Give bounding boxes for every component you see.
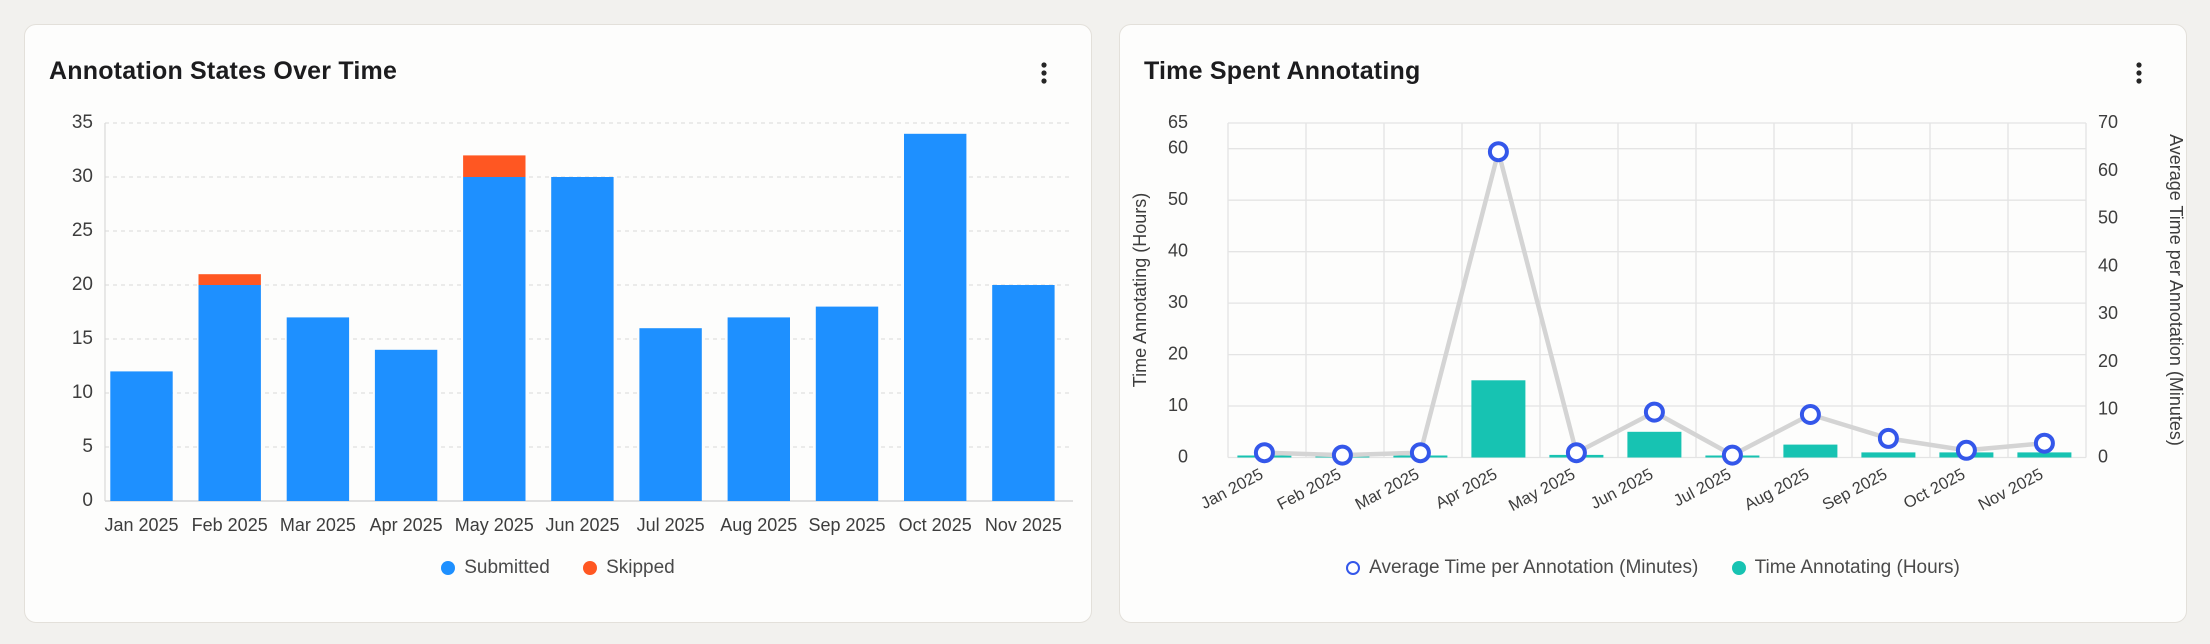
svg-text:20: 20	[72, 274, 93, 295]
svg-text:Mar 2025: Mar 2025	[1352, 465, 1422, 514]
svg-text:5: 5	[82, 436, 93, 457]
svg-text:Jan 2025: Jan 2025	[104, 515, 178, 535]
svg-text:30: 30	[72, 166, 93, 187]
svg-text:Apr 2025: Apr 2025	[1433, 465, 1501, 512]
svg-text:10: 10	[1168, 395, 1188, 415]
svg-text:0: 0	[82, 490, 93, 511]
svg-text:Sep 2025: Sep 2025	[808, 515, 885, 535]
svg-text:Mar 2025: Mar 2025	[280, 515, 356, 535]
svg-text:15: 15	[72, 328, 93, 349]
svg-text:60: 60	[2098, 160, 2118, 180]
svg-text:Nov 2025: Nov 2025	[1975, 465, 2046, 514]
svg-text:20: 20	[2098, 351, 2118, 371]
svg-text:May 2025: May 2025	[455, 515, 534, 535]
svg-text:May 2025: May 2025	[1506, 465, 1578, 515]
svg-text:Average Time per Annotation (M: Average Time per Annotation (Minutes)	[2166, 134, 2186, 446]
svg-text:Sep 2025: Sep 2025	[1819, 465, 1890, 514]
svg-text:25: 25	[72, 220, 93, 241]
svg-text:40: 40	[2098, 255, 2118, 275]
svg-text:40: 40	[1168, 241, 1188, 261]
svg-text:Jul 2025: Jul 2025	[1671, 465, 1735, 510]
svg-text:Jan 2025: Jan 2025	[1198, 465, 1266, 513]
svg-text:50: 50	[1168, 189, 1188, 209]
svg-text:Jun 2025: Jun 2025	[545, 515, 619, 535]
svg-text:10: 10	[2098, 399, 2118, 419]
svg-text:Jul 2025: Jul 2025	[637, 515, 705, 535]
svg-text:0: 0	[1178, 447, 1188, 467]
svg-text:10: 10	[72, 382, 93, 403]
svg-text:35: 35	[72, 112, 93, 133]
svg-text:Apr 2025: Apr 2025	[370, 515, 443, 535]
svg-text:50: 50	[2098, 208, 2118, 228]
svg-text:Time Annotating (Hours): Time Annotating (Hours)	[1130, 193, 1150, 387]
svg-text:Oct 2025: Oct 2025	[899, 515, 972, 535]
svg-text:20: 20	[1168, 344, 1188, 364]
svg-text:Feb 2025: Feb 2025	[1274, 465, 1344, 514]
svg-text:Oct 2025: Oct 2025	[1901, 465, 1969, 512]
svg-text:30: 30	[2098, 303, 2118, 323]
svg-text:30: 30	[1168, 292, 1188, 312]
svg-text:Aug 2025: Aug 2025	[1741, 465, 1812, 514]
svg-text:Feb 2025: Feb 2025	[192, 515, 268, 535]
svg-text:Jun 2025: Jun 2025	[1588, 465, 1656, 513]
svg-text:Aug 2025: Aug 2025	[720, 515, 797, 535]
svg-text:65: 65	[1168, 112, 1188, 132]
svg-text:Nov 2025: Nov 2025	[985, 515, 1062, 535]
svg-text:70: 70	[2098, 112, 2118, 132]
svg-text:60: 60	[1168, 138, 1188, 158]
svg-text:0: 0	[2098, 447, 2108, 467]
